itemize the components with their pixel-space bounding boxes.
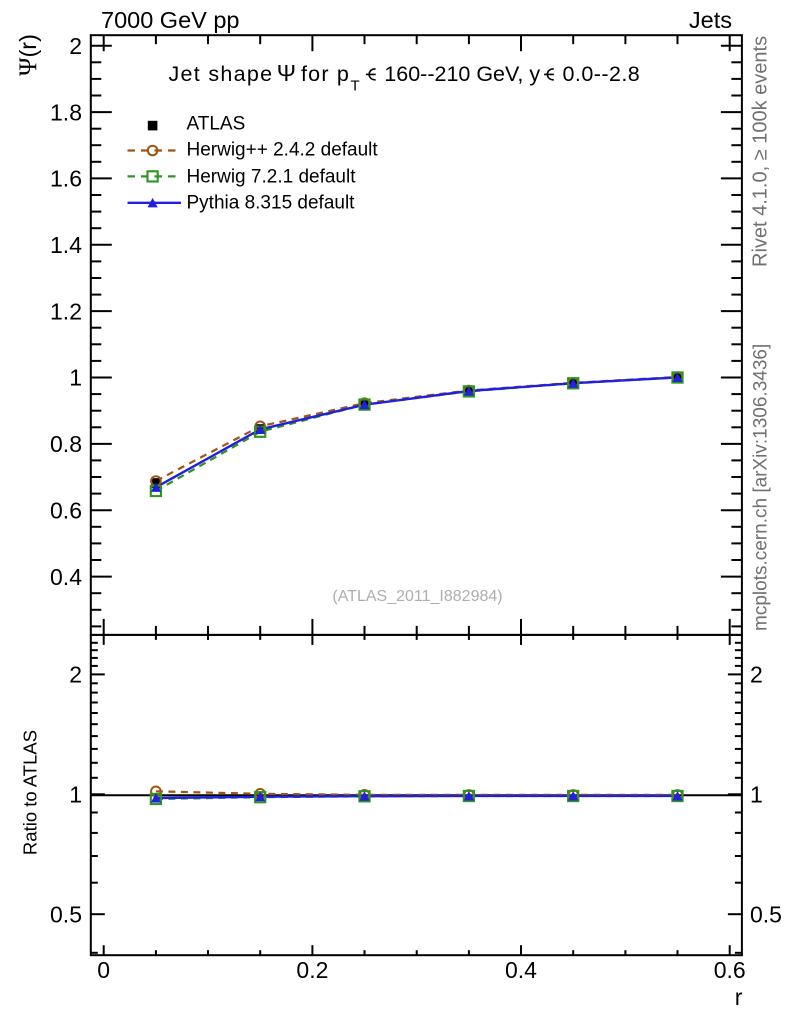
svg-text:7000 GeV pp: 7000 GeV pp bbox=[101, 7, 240, 33]
svg-text:Jets: Jets bbox=[689, 7, 732, 33]
svg-text:1.8: 1.8 bbox=[50, 99, 82, 125]
svg-text:Herwig++ 2.4.2 default: Herwig++ 2.4.2 default bbox=[187, 139, 379, 160]
svg-text:(ATLAS_2011_I882984): (ATLAS_2011_I882984) bbox=[332, 588, 502, 605]
svg-text:Ψ(r): Ψ(r) bbox=[15, 34, 42, 76]
svg-text:Herwig 7.2.1 default: Herwig 7.2.1 default bbox=[187, 166, 357, 187]
svg-text:0.8: 0.8 bbox=[50, 431, 82, 457]
svg-text:1: 1 bbox=[69, 365, 82, 391]
svg-text:Jet shape: Jet shape bbox=[169, 62, 274, 86]
svg-text:1.4: 1.4 bbox=[50, 232, 82, 258]
svg-text:1.6: 1.6 bbox=[50, 166, 82, 192]
svg-text:0.4: 0.4 bbox=[50, 564, 82, 590]
svg-text:2: 2 bbox=[69, 662, 82, 688]
svg-text:0.6: 0.6 bbox=[714, 957, 746, 983]
svg-text:0: 0 bbox=[97, 957, 110, 983]
svg-text:0.0--2.8: 0.0--2.8 bbox=[563, 62, 641, 86]
svg-text:160--210 GeV, y: 160--210 GeV, y bbox=[384, 62, 540, 86]
svg-text:0.2: 0.2 bbox=[296, 957, 328, 983]
svg-text:0.5: 0.5 bbox=[50, 901, 82, 927]
svg-text:r: r bbox=[735, 984, 743, 1010]
svg-text:Ψ: Ψ bbox=[277, 60, 296, 86]
svg-text:Rivet 4.1.0, ≥ 100k events: Rivet 4.1.0, ≥ 100k events bbox=[750, 36, 772, 267]
svg-text:0.6: 0.6 bbox=[50, 497, 82, 523]
svg-text:mcplots.cern.ch [arXiv:1306.34: mcplots.cern.ch [arXiv:1306.3436] bbox=[751, 344, 772, 631]
svg-text:1.2: 1.2 bbox=[50, 298, 82, 324]
svg-text:0.4: 0.4 bbox=[505, 957, 537, 983]
svg-text:Ratio to ATLAS: Ratio to ATLAS bbox=[20, 730, 41, 855]
svg-text:0.5: 0.5 bbox=[750, 901, 782, 927]
svg-text:Pythia 8.315 default: Pythia 8.315 default bbox=[187, 193, 356, 214]
svg-text:1: 1 bbox=[750, 782, 763, 808]
svg-text:ATLAS: ATLAS bbox=[187, 114, 246, 135]
svg-text:T: T bbox=[351, 78, 360, 95]
svg-text:1: 1 bbox=[69, 782, 82, 808]
svg-text:2: 2 bbox=[69, 33, 82, 59]
svg-text:2: 2 bbox=[750, 662, 763, 688]
svg-text:for p: for p bbox=[301, 62, 350, 86]
